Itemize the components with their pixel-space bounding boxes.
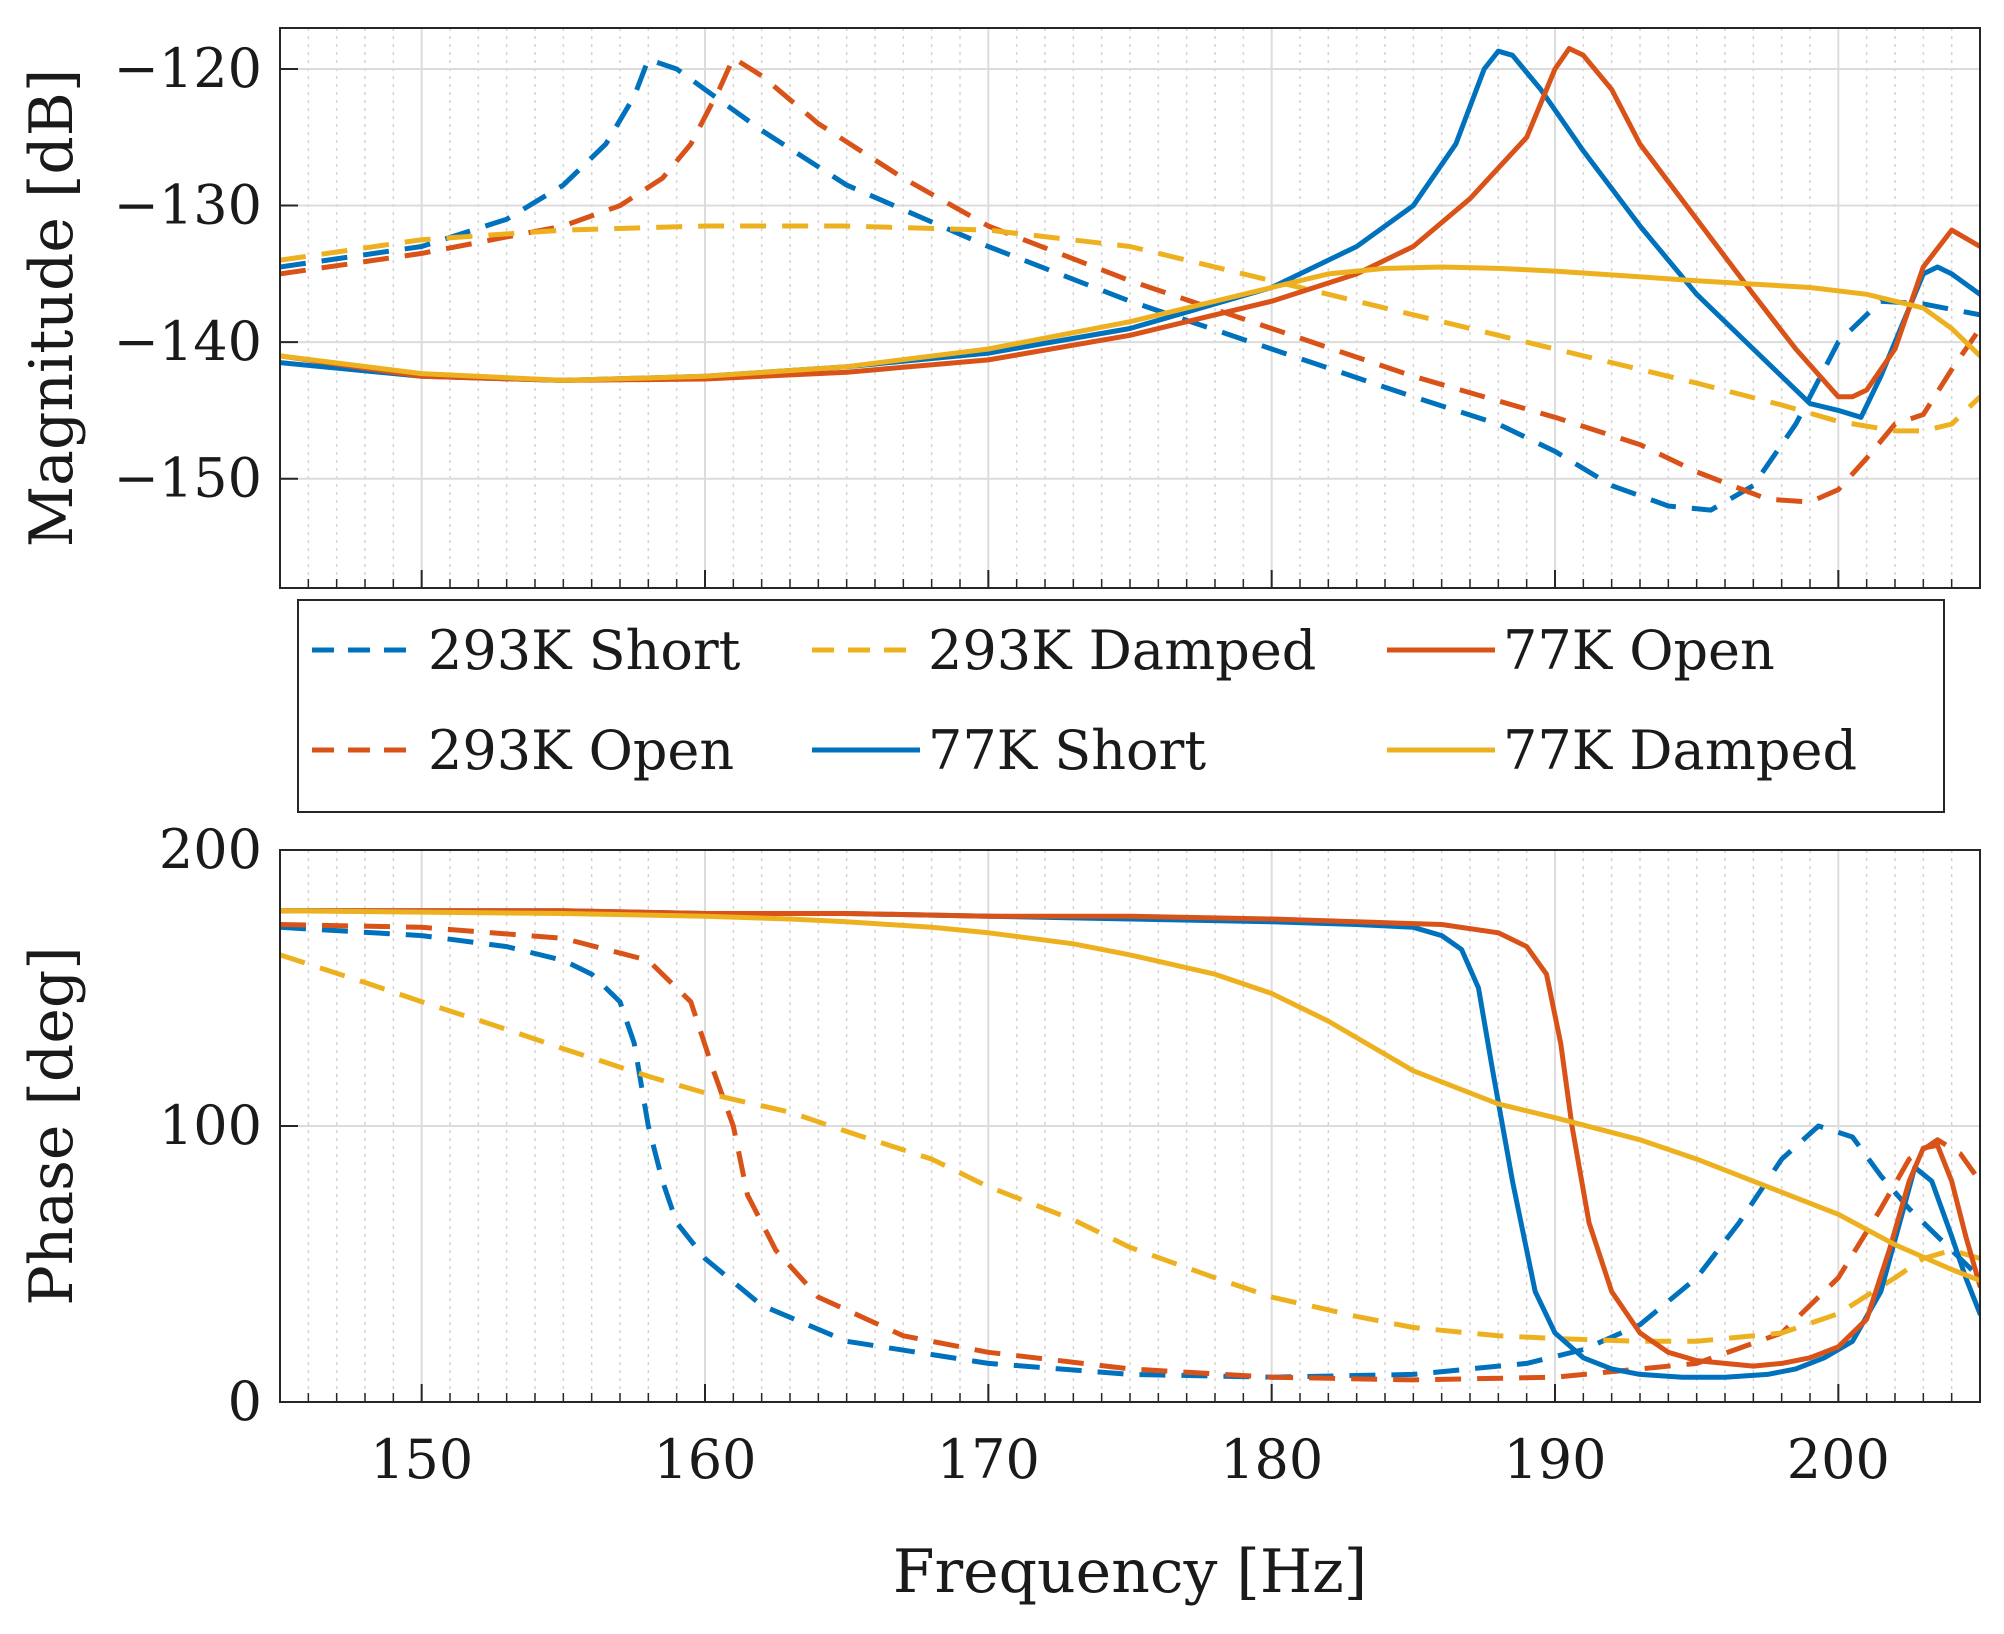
legend-entry: 77K Damped bbox=[1387, 719, 1857, 782]
x-tick-label: 160 bbox=[653, 1428, 756, 1491]
magnitude-y-tick-labels: −120 −130 −140 −150 bbox=[114, 37, 262, 510]
legend-entry: 77K Open bbox=[1387, 619, 1775, 682]
phase-panel: 0 100 200 150 160 170 180 190 200 Phase [deg] F… bbox=[17, 818, 1981, 1607]
legend-label: 293K Short bbox=[428, 619, 741, 682]
series-line-293k-open bbox=[280, 922, 1980, 1383]
legend-label: 293K Open bbox=[428, 719, 734, 782]
legend-label: 293K Damped bbox=[928, 619, 1316, 682]
x-tick-label: 170 bbox=[937, 1428, 1040, 1491]
magnitude-lines bbox=[280, 46, 1980, 513]
x-axis-title: Frequency [Hz] bbox=[893, 1537, 1367, 1607]
y-tick-label: 100 bbox=[159, 1094, 262, 1157]
series-line-77k-open bbox=[280, 908, 1980, 1369]
series-line-293k-short bbox=[280, 56, 1980, 513]
legend-label: 77K Short bbox=[928, 719, 1206, 782]
magnitude-panel: −120 −130 −140 −150 Magnitude [dB] bbox=[17, 27, 1981, 589]
series-line-293k-damped bbox=[280, 952, 1980, 1344]
x-tick-label: 200 bbox=[1787, 1428, 1890, 1491]
phase-x-tick-labels: 150 160 170 180 190 200 bbox=[370, 1428, 1890, 1491]
legend-entry: 293K Open bbox=[312, 719, 734, 782]
y-tick-label: 200 bbox=[159, 818, 262, 881]
series-line-293k-damped bbox=[280, 223, 1980, 434]
x-tick-label: 150 bbox=[370, 1428, 473, 1491]
legend-entry: 293K Short bbox=[312, 619, 741, 682]
series-line-77k-open bbox=[280, 46, 1980, 400]
magnitude-y-axis-title: Magnitude [dB] bbox=[17, 69, 87, 548]
legend: 293K Short 293K Damped 77K Open 293K Open 77… bbox=[297, 599, 1945, 813]
y-tick-label: 0 bbox=[228, 1370, 262, 1433]
legend-entry: 293K Damped bbox=[812, 619, 1316, 682]
phase-y-tick-labels: 0 100 200 bbox=[159, 818, 262, 1433]
phase-lines bbox=[280, 908, 1980, 1383]
x-tick-label: 190 bbox=[1503, 1428, 1606, 1491]
phase-axes-box bbox=[279, 849, 1981, 1403]
series-line-77k-damped bbox=[280, 908, 1980, 1284]
y-tick-label: −120 bbox=[114, 37, 262, 100]
legend-label: 77K Open bbox=[1503, 619, 1775, 682]
phase-y-axis-title: Phase [deg] bbox=[17, 946, 87, 1305]
magnitude-ticks bbox=[279, 67, 1981, 588]
x-tick-label: 180 bbox=[1220, 1428, 1323, 1491]
legend-entry: 77K Short bbox=[812, 719, 1206, 782]
legend-label: 77K Damped bbox=[1503, 719, 1857, 782]
y-tick-label: −140 bbox=[114, 310, 262, 373]
y-tick-label: −130 bbox=[114, 174, 262, 237]
series-line-293k-short bbox=[280, 924, 1980, 1380]
legend-box bbox=[297, 599, 1945, 813]
magnitude-axes-box bbox=[279, 27, 1981, 589]
series-line-77k-damped bbox=[280, 264, 1980, 383]
y-tick-label: −150 bbox=[114, 447, 262, 510]
